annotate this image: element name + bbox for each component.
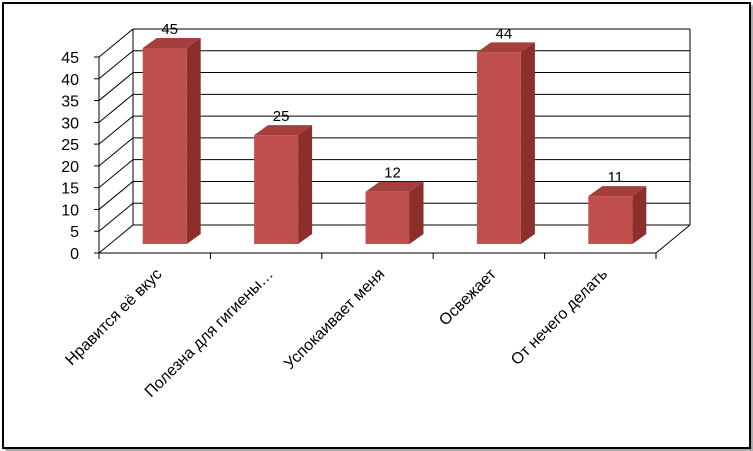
y-tick-label: 30	[61, 115, 79, 132]
side-gridline	[98, 93, 134, 123]
x-category-label: От нечего делать	[508, 266, 611, 369]
bar	[254, 125, 313, 244]
data-label: 11	[608, 169, 624, 186]
y-tick-label: 20	[61, 159, 79, 176]
bar-top	[365, 181, 424, 192]
y-tick-label: 15	[61, 181, 79, 198]
bar-front	[254, 135, 299, 244]
bar-front	[365, 191, 410, 244]
axis-layer: 0 5 10 15 20 25 30 35 40 45	[61, 50, 657, 263]
y-tick-label: 40	[61, 72, 79, 89]
y-tick-label: 10	[61, 202, 79, 219]
y-tick-label: 45	[61, 50, 79, 67]
data-label: 12	[384, 165, 401, 182]
bar-front	[476, 52, 521, 244]
bar-top	[142, 38, 201, 48]
side-gridline	[98, 224, 134, 254]
bar-front	[142, 48, 187, 244]
bar	[476, 42, 535, 244]
bar-side	[298, 125, 313, 244]
data-label: 44	[496, 25, 513, 42]
bar-side	[632, 186, 647, 244]
data-label: 45	[161, 21, 178, 38]
bar	[142, 38, 201, 244]
y-tick-label: 35	[61, 94, 79, 111]
side-gridline	[98, 28, 134, 58]
y-tick-label: 5	[70, 224, 79, 241]
y-tick-label: 0	[70, 246, 79, 263]
bar-side	[409, 181, 424, 244]
data-label: 25	[273, 108, 290, 125]
x-category-label: Полезна для гигиены…	[142, 266, 277, 401]
bar-side	[520, 42, 535, 244]
bar	[588, 186, 647, 244]
floor-right-edge	[655, 224, 691, 254]
side-gridline	[98, 115, 134, 145]
x-category-label: Успокаивает меня	[281, 266, 388, 373]
y-tick-label: 25	[61, 137, 79, 154]
grid-layer	[98, 28, 691, 254]
side-gridline	[98, 72, 134, 101]
side-gridline	[98, 159, 134, 189]
side-gridline	[98, 137, 134, 167]
bar	[365, 181, 424, 244]
side-gridline	[98, 50, 134, 80]
bar-top	[254, 125, 313, 136]
x-category-label: Нравится её вкус	[62, 266, 165, 369]
bar-front	[588, 196, 633, 244]
bar-side	[186, 38, 201, 244]
side-gridline	[98, 202, 134, 232]
bar-layer	[142, 38, 647, 244]
side-gridline	[98, 181, 134, 210]
x-category-label: Освежает	[436, 265, 500, 329]
bar-top	[588, 186, 647, 197]
bar-top	[476, 42, 535, 53]
